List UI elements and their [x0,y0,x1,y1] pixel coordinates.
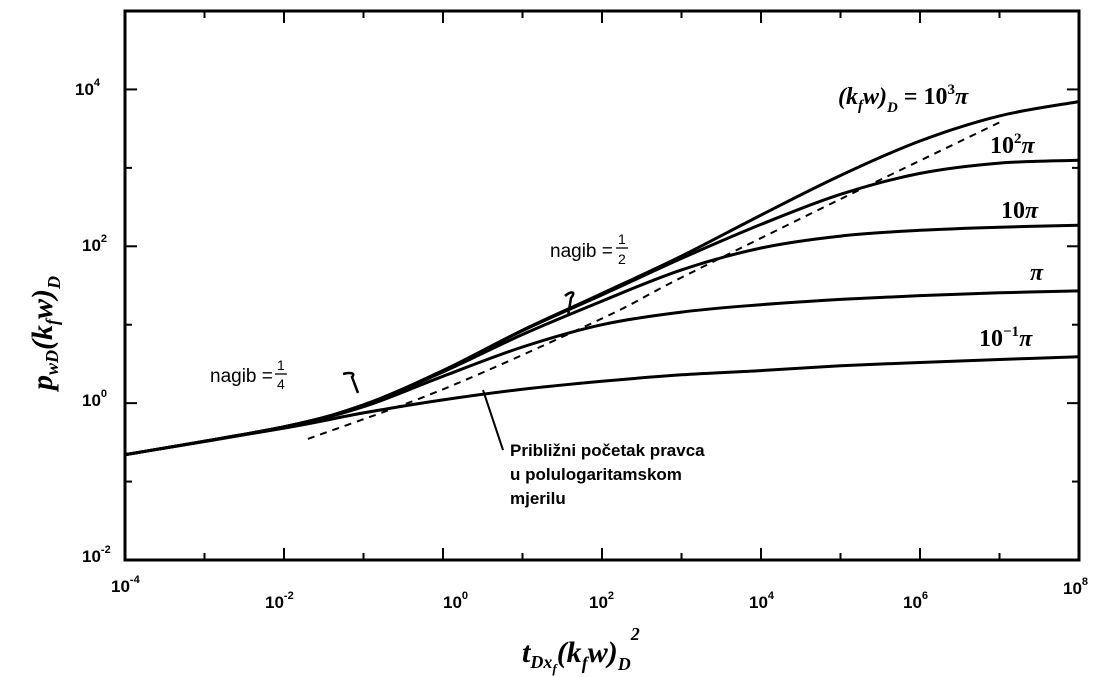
fraction-denominator: 2 [618,251,626,267]
x-tick-label: 108 [1063,576,1088,598]
fraction-denominator: 4 [277,376,285,392]
semilog-start-annotation: Približni početak pravca u polulogaritam… [482,389,705,508]
curve-label-1000pi: (kfw)D = 103π [838,82,969,116]
x-tick-label: 10-2 [265,590,294,612]
svg-text:Približni početak pravca: Približni početak pravca [510,441,705,460]
x-axis-title: tDxf(kfw)D2 [522,624,640,676]
y-tick-label: 100 [82,388,107,410]
curve-label-0.1pi: 10−1π [979,324,1033,352]
svg-text:nagib =: nagib = [550,241,613,262]
x-tick-labels: 10-4 10-2 100 102 104 106 108 [111,574,1088,612]
curve-label-pi: π [1030,260,1044,286]
y-tick-label: 10-2 [82,544,111,566]
x-tick-label: 10-4 [111,574,141,596]
series-line-3 [124,289,1080,457]
slope-annotation-quarter: nagib = 1 4 [210,357,360,394]
y-tick-labels: 10-2 100 102 104 [75,77,111,566]
svg-text:nagib =: nagib = [210,366,273,387]
y-axis-title: pwD(kfw)D [26,276,64,393]
svg-text:mjerilu: mjerilu [510,489,566,508]
pointer-arrow [564,291,575,317]
y-tick-label: 104 [75,77,101,99]
series-line-4 [124,355,1080,457]
fraction-numerator: 1 [277,357,285,373]
y-tick-label: 102 [82,233,107,255]
curve-labels: (kfw)D = 103π 102π 10π π 10−1π [838,82,1044,352]
series-line-1 [124,158,1080,457]
pointer-line [482,389,504,451]
series-line-0 [124,100,1080,457]
axis-ticks [124,10,1080,561]
x-tick-label: 102 [589,590,614,612]
curve-label-100pi: 102π [990,131,1036,159]
curves-group [124,100,1080,457]
dashed-approx-line [307,121,1000,440]
curve-label-10pi: 10π [1001,198,1039,224]
x-tick-label: 106 [903,590,928,612]
pointer-arrow [342,371,360,394]
dashed-approx-line-group [307,121,1000,440]
svg-text:u polulogaritamskom: u polulogaritamskom [510,465,682,484]
fraction-numerator: 1 [618,231,626,247]
slope-annotation-half: nagib = 1 2 [550,231,628,317]
x-tick-label: 100 [443,590,468,612]
x-tick-label: 104 [749,590,775,612]
